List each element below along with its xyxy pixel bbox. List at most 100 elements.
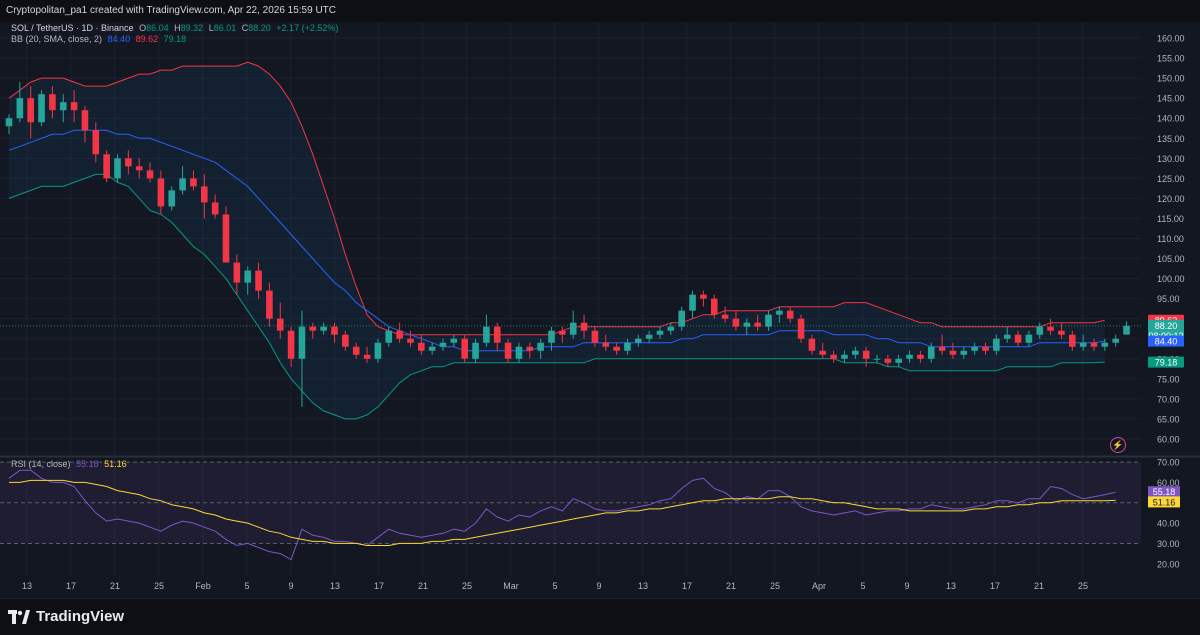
time-tick-label: 5 <box>860 581 865 591</box>
candle-body <box>1047 326 1054 331</box>
bb-lower-value: 79.18 <box>163 34 187 44</box>
candle-body <box>938 346 946 351</box>
candle-body <box>81 110 89 131</box>
bb-lower-badge-text: 79.18 <box>1155 358 1178 368</box>
candle-body <box>656 330 664 335</box>
candle-body <box>537 342 544 351</box>
candle-body <box>1069 334 1076 347</box>
bb-label: BB (20, SMA, close, 2) <box>11 34 103 44</box>
time-tick-label: 13 <box>638 581 648 591</box>
tradingview-mark-icon <box>8 609 30 624</box>
candle-body <box>70 102 78 111</box>
time-tick-label: 13 <box>946 581 956 591</box>
candle-body <box>884 358 892 363</box>
author-credit: Cryptopolitan_pa1 created with TradingVi… <box>6 5 337 16</box>
candle-body <box>700 294 707 299</box>
candle-body <box>743 322 751 327</box>
price-tick-label: 130.00 <box>1157 154 1185 164</box>
time-tick-label: 21 <box>726 581 736 591</box>
candle-body <box>168 190 176 207</box>
rsi-line <box>8 469 1116 561</box>
candle-body <box>439 342 447 347</box>
chart-canvas[interactable]: 60.0065.0070.0075.0080.0085.0090.0095.00… <box>0 22 1200 598</box>
candle-body <box>797 318 805 339</box>
chart-area[interactable]: 60.0065.0070.0075.0080.0085.0090.0095.00… <box>0 22 1200 598</box>
last-price-badge-text: 88.20 <box>1155 321 1178 331</box>
candle-body <box>917 354 924 359</box>
candle-body <box>873 358 881 360</box>
candle-body <box>862 350 870 359</box>
price-tick-label: 70.00 <box>1157 394 1180 404</box>
candle-body <box>754 322 761 327</box>
candle-body <box>16 98 24 119</box>
candle-body <box>819 350 827 355</box>
rsi-tick-label: 30.00 <box>1157 539 1180 549</box>
candle-body <box>483 326 490 343</box>
candle-body <box>103 154 110 179</box>
candle-body <box>146 170 154 179</box>
candle-body <box>591 330 599 343</box>
open-label: O <box>139 23 147 33</box>
top-bar: Cryptopolitan_pa1 created with TradingVi… <box>0 0 1200 22</box>
rsi-ma-badge-text: 51.16 <box>1153 497 1176 507</box>
candle-body <box>114 158 121 179</box>
candle-body <box>5 118 13 127</box>
price-tick-label: 145.00 <box>1157 94 1185 104</box>
candle-body <box>852 350 859 355</box>
candle-body <box>613 346 620 351</box>
candle-body <box>993 338 1000 351</box>
time-tick-label: 17 <box>990 581 1000 591</box>
candle-body <box>266 290 273 319</box>
candle-body <box>92 130 100 155</box>
candle-body <box>960 350 968 355</box>
time-tick-label: 13 <box>22 581 32 591</box>
candle-body <box>721 314 729 319</box>
symbol-legend: SOL / TetherUS · 1D · Binance O86.04 H89… <box>11 23 341 33</box>
candle-body <box>331 326 338 335</box>
price-tick-label: 95.00 <box>1157 294 1180 304</box>
candle-body <box>786 310 794 319</box>
candle-body <box>1101 342 1109 347</box>
candle-body <box>841 354 848 359</box>
price-tick-label: 135.00 <box>1157 134 1185 144</box>
candle-body <box>635 338 642 343</box>
candle-body <box>678 310 685 327</box>
candle-body <box>645 334 653 339</box>
candle-body <box>298 326 306 359</box>
rsi-tick-label: 70.00 <box>1157 458 1180 468</box>
rsi-tick-label: 60.00 <box>1157 478 1180 488</box>
candle-body <box>927 346 935 359</box>
rsi-value: 55.18 <box>76 459 99 469</box>
candle-body <box>38 94 45 123</box>
candle-body <box>211 202 219 215</box>
price-tick-label: 160.00 <box>1157 34 1185 44</box>
candle-body <box>1090 342 1098 347</box>
price-tick-label: 100.00 <box>1157 274 1185 284</box>
candle-body <box>135 166 143 171</box>
tradingview-logo[interactable]: TradingView <box>8 608 124 625</box>
candle-body <box>352 346 360 355</box>
bb-basis-badge-text: 84.40 <box>1155 337 1178 347</box>
candle-body <box>830 354 837 359</box>
bollinger-upper-line <box>8 61 1105 336</box>
candle-body <box>971 346 978 351</box>
candle-body <box>461 338 468 359</box>
candle-body <box>255 270 262 291</box>
candle-body <box>222 214 230 263</box>
candle-body <box>309 326 317 331</box>
candle-body <box>201 186 208 203</box>
price-tick-label: 120.00 <box>1157 194 1185 204</box>
candle-body <box>276 318 284 331</box>
rsi-tick-label: 40.00 <box>1157 519 1180 529</box>
candle-body <box>602 342 610 347</box>
candle-body <box>407 338 414 343</box>
flash-icon[interactable]: ⚡ <box>1110 437 1126 453</box>
rsi-tick-label: 20.00 <box>1157 559 1180 569</box>
time-tick-label: 21 <box>418 581 428 591</box>
candle-body <box>776 310 783 315</box>
candle-body <box>732 318 740 327</box>
open-value: 86.04 <box>146 23 169 33</box>
price-tick-label: 140.00 <box>1157 114 1185 124</box>
candle-body <box>59 102 67 111</box>
price-tick-label: 105.00 <box>1157 254 1185 264</box>
